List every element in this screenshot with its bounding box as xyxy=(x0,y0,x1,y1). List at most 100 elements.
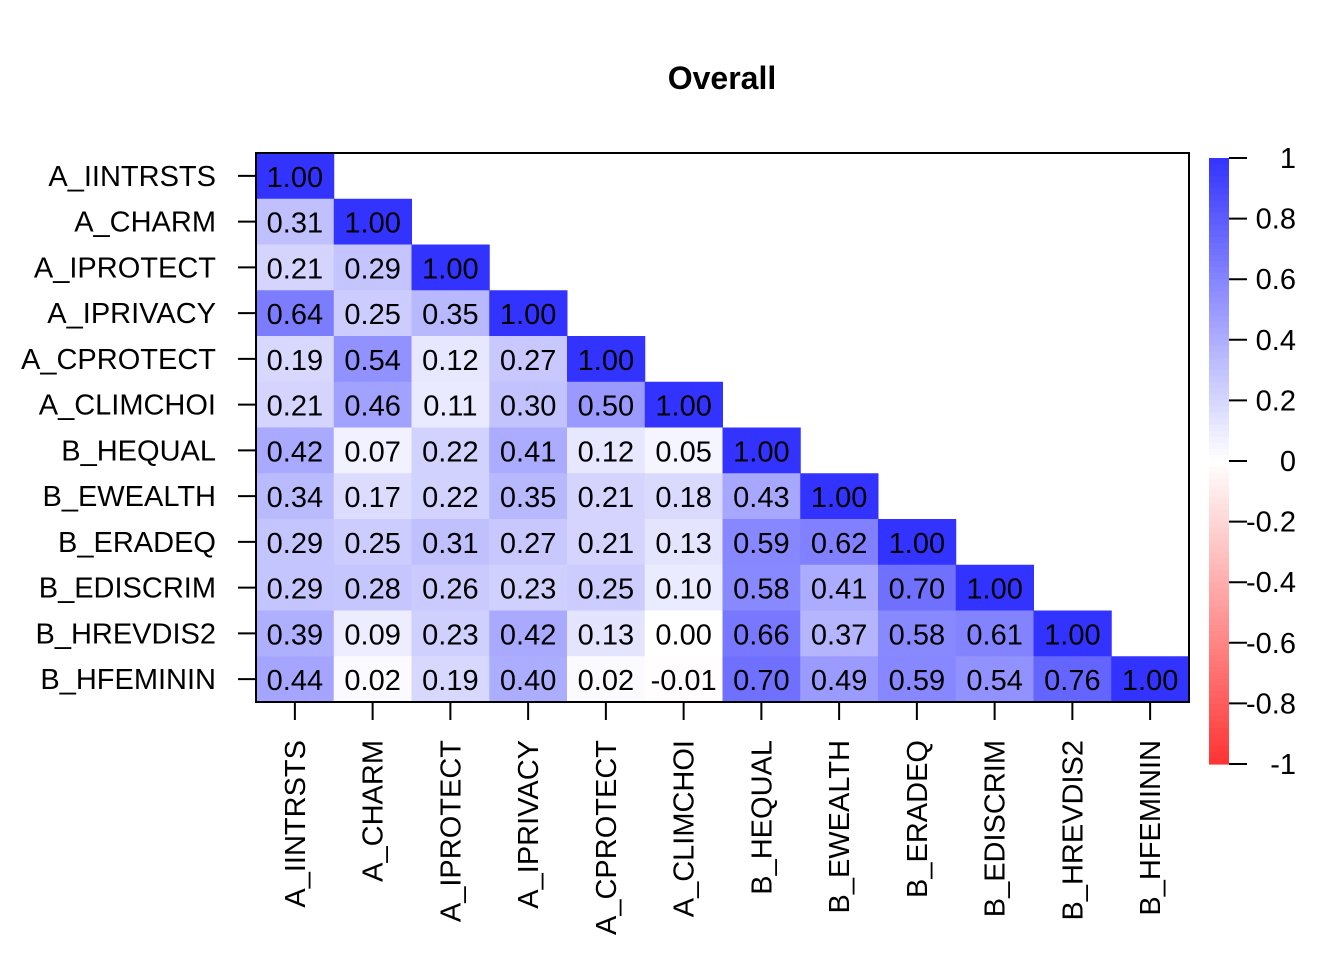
heatmap-cell xyxy=(256,336,335,383)
legend-gradient-segment xyxy=(1209,430,1229,438)
legend-gradient-segment xyxy=(1209,642,1229,650)
cell-value-label: 0.37 xyxy=(811,619,867,651)
cell-value-label: 0.49 xyxy=(811,665,867,697)
cell-value-label: 0.31 xyxy=(422,528,478,560)
legend-gradient-segment xyxy=(1209,691,1229,698)
heatmap-cell xyxy=(489,610,568,657)
legend-gradient-segment xyxy=(1209,703,1229,711)
cell-value-label: 1.00 xyxy=(889,528,945,560)
legend-gradient-segment xyxy=(1209,158,1229,165)
legend-gradient-segment xyxy=(1209,303,1229,311)
legend-gradient-segment xyxy=(1209,436,1229,444)
cell-value-label: 0.17 xyxy=(344,482,400,514)
cell-value-label: 0.35 xyxy=(500,482,556,514)
cell-value-label: 0.07 xyxy=(344,436,400,468)
heatmap-cell xyxy=(644,381,723,428)
legend-gradient-segment xyxy=(1209,630,1229,638)
legend-gradient-segment xyxy=(1209,576,1229,583)
legend-gradient-segment xyxy=(1209,745,1229,753)
cell-value-label: 0.23 xyxy=(422,619,478,651)
cell-value-label: 0.27 xyxy=(500,528,556,560)
heatmap-cell xyxy=(256,564,335,611)
cell-value-label: 0.29 xyxy=(267,528,323,560)
legend-tick-label: -0.2 xyxy=(1246,507,1296,539)
legend-gradient-segment xyxy=(1209,394,1229,401)
cell-value-label: 0.35 xyxy=(422,299,478,331)
legend-gradient-segment xyxy=(1209,370,1229,377)
cell-value-label: 0.54 xyxy=(966,665,1022,697)
heatmap-cell xyxy=(644,519,723,566)
legend-gradient-segment xyxy=(1209,279,1229,286)
cell-value-label: 0.25 xyxy=(344,528,400,560)
cell-value-label: 0.02 xyxy=(578,665,634,697)
heatmap-cell xyxy=(800,610,879,657)
legend-gradient-segment xyxy=(1209,285,1229,292)
cell-value-label: 0.00 xyxy=(655,619,711,651)
y-tick-label: A_CPROTECT xyxy=(21,344,216,376)
cell-value-label: 0.46 xyxy=(344,391,400,423)
heatmap-cell xyxy=(333,198,412,245)
x-tick-label: B_ERADEQ xyxy=(902,740,934,898)
heatmap-cell xyxy=(722,564,801,611)
cell-value-label: 0.22 xyxy=(422,482,478,514)
legend-gradient-segment xyxy=(1209,509,1229,517)
heatmap-cell xyxy=(256,244,335,291)
heatmap-cell xyxy=(256,473,335,520)
legend-tick-label: -1 xyxy=(1270,749,1296,781)
x-tick-label: B_EDISCRIM xyxy=(980,740,1012,917)
cell-value-label: 0.19 xyxy=(422,665,478,697)
cell-value-label: 0.21 xyxy=(267,391,323,423)
legend-gradient-segment xyxy=(1209,594,1229,601)
legend-gradient-segment xyxy=(1209,679,1229,686)
cell-value-label: 0.21 xyxy=(578,482,634,514)
cell-value-label: 0.59 xyxy=(889,665,945,697)
legend-gradient-segment xyxy=(1209,406,1229,414)
cell-value-label: 0.62 xyxy=(811,528,867,560)
legend-gradient-segment xyxy=(1209,673,1229,680)
heatmap-cell xyxy=(878,656,957,703)
cell-value-label: 1.00 xyxy=(811,482,867,514)
x-tick-label: A_CPROTECT xyxy=(591,740,623,935)
chart-title: Overall xyxy=(668,60,777,96)
legend-gradient-segment xyxy=(1209,533,1229,541)
cell-value-label: 0.70 xyxy=(733,665,789,697)
legend-gradient-segment xyxy=(1209,757,1229,765)
legend-gradient-segment xyxy=(1209,503,1229,511)
y-tick-label: A_CLIMCHOI xyxy=(39,390,216,422)
legend-gradient-segment xyxy=(1209,206,1229,214)
legend-gradient-segment xyxy=(1209,248,1229,256)
cell-value-label: 0.21 xyxy=(578,528,634,560)
legend-gradient-segment xyxy=(1209,170,1229,177)
heatmap-cell xyxy=(256,381,335,428)
legend-tick-label: -0.4 xyxy=(1246,567,1296,599)
cell-value-label: 1.00 xyxy=(500,299,556,331)
heatmap-cell xyxy=(722,473,801,520)
legend-gradient-segment xyxy=(1209,685,1229,692)
legend-tick-label: 0 xyxy=(1280,446,1296,478)
legend-gradient-segment xyxy=(1209,376,1229,383)
legend-gradient-segment xyxy=(1209,461,1229,468)
heatmap-cell xyxy=(955,656,1034,703)
y-tick-label: A_CHARM xyxy=(74,207,216,239)
heatmap-cell xyxy=(411,473,490,520)
cell-value-label: 0.70 xyxy=(889,574,945,606)
legend-gradient-segment xyxy=(1209,618,1229,626)
heatmap-cell xyxy=(1033,610,1112,657)
legend-tick-label: -0.8 xyxy=(1246,688,1296,720)
legend-gradient-segment xyxy=(1209,357,1229,365)
legend-gradient-segment xyxy=(1209,345,1229,353)
x-axis: A_IINTRSTS A_CHARM A_IPROTECT A_IPRIVACY A_C… xyxy=(280,702,1167,935)
legend-gradient-segment xyxy=(1209,467,1229,474)
legend-gradient-segment xyxy=(1209,442,1229,450)
heatmap-cell xyxy=(256,153,335,200)
cell-value-label: 0.22 xyxy=(422,436,478,468)
legend-gradient-segment xyxy=(1209,188,1229,195)
legend-gradient-segment xyxy=(1209,751,1229,759)
cell-value-label: 0.25 xyxy=(344,299,400,331)
cell-value-label: 0.30 xyxy=(500,391,556,423)
cell-value-label: 0.02 xyxy=(344,665,400,697)
legend-gradient-segment xyxy=(1209,636,1229,644)
heatmap-cell xyxy=(333,244,412,291)
heatmap-cell xyxy=(1111,656,1190,703)
color-legend: 1 0.8 0.6 0.4 0.2 0 -0.2 -0.4 -0.6 -0.8 -1 xyxy=(1209,143,1296,781)
